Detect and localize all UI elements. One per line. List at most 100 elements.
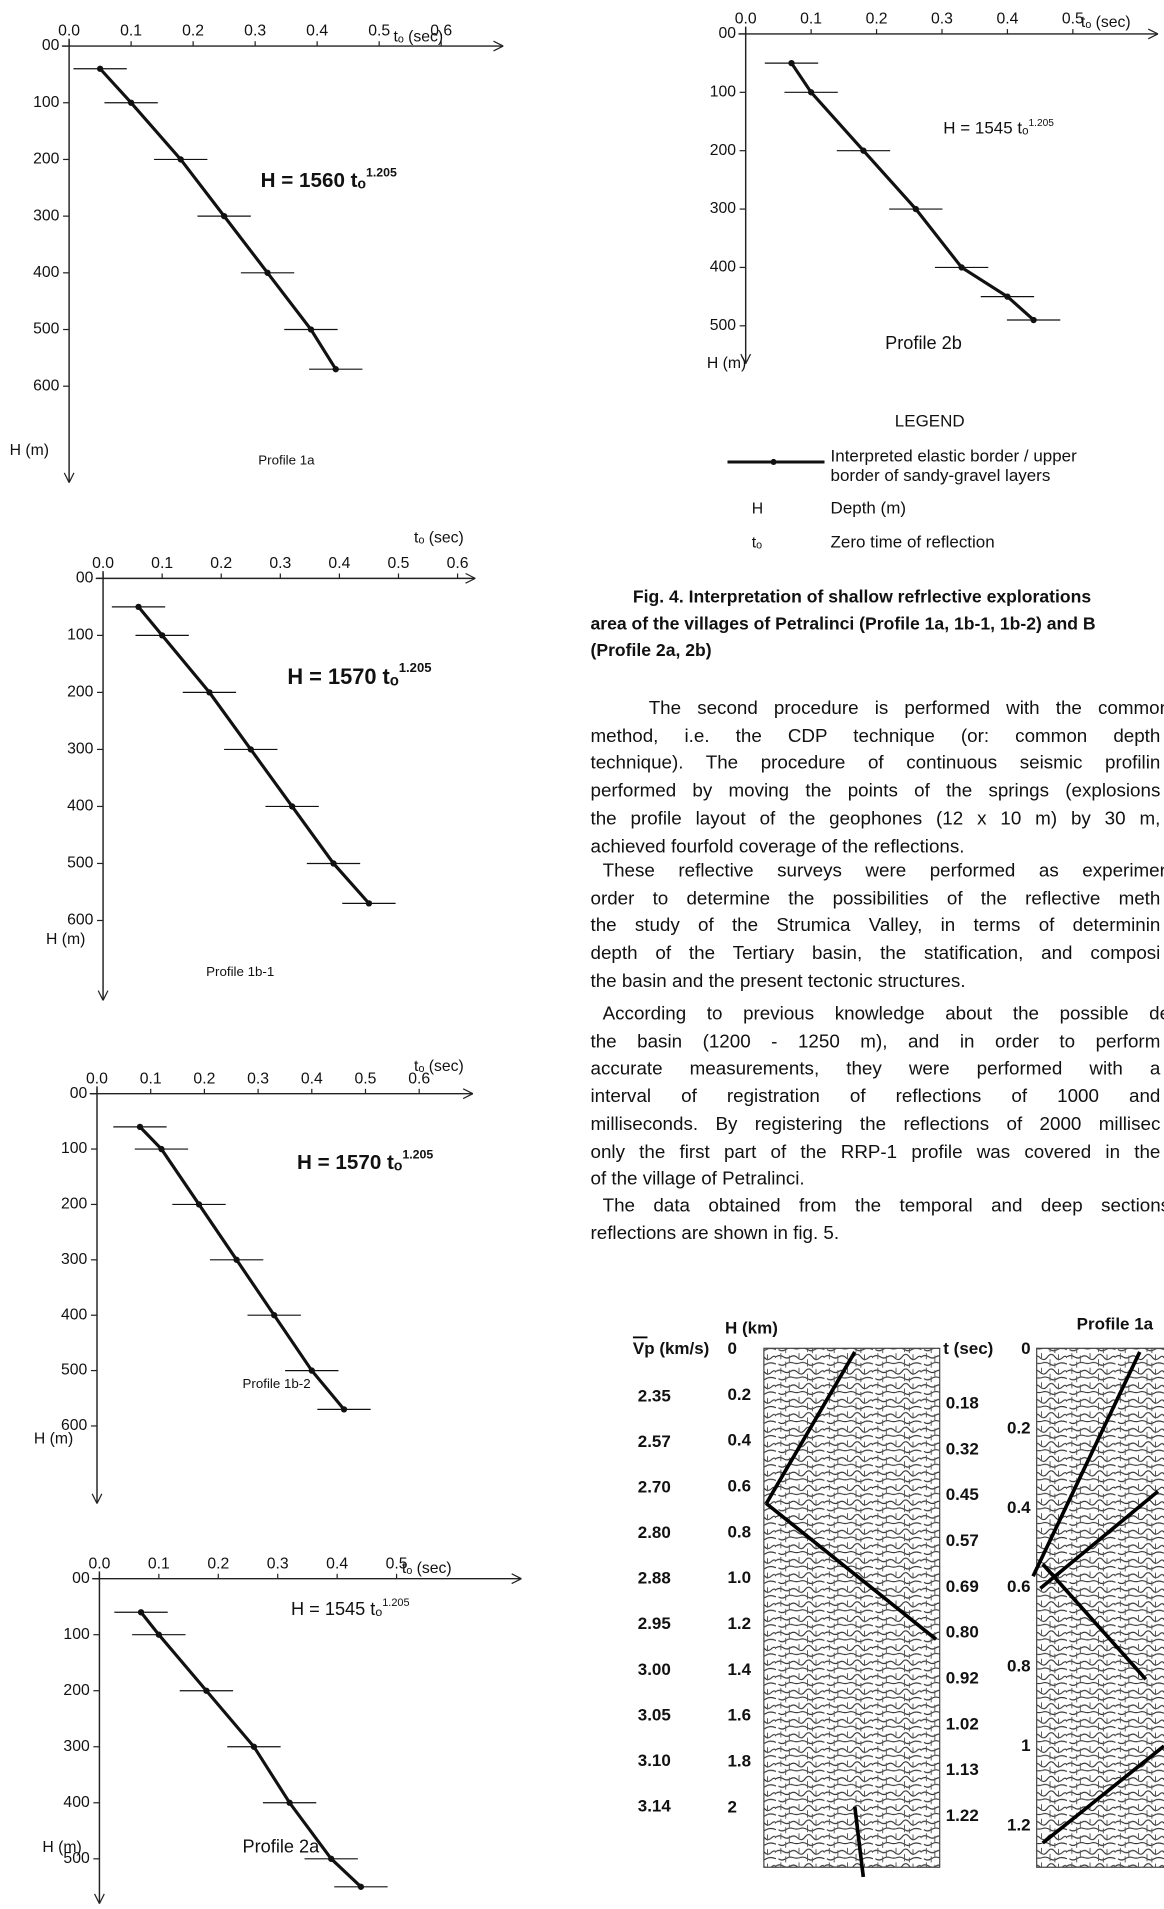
t-value: 0.69 xyxy=(946,1577,979,1596)
formula-exponent: 1.205 xyxy=(1029,118,1055,129)
vp-value: 3.00 xyxy=(638,1660,671,1679)
h-value: 1.2 xyxy=(728,1614,752,1633)
legend-text: Zero time of reflection xyxy=(831,533,995,552)
paragraph-line: reflections are shown in fig. 5. xyxy=(590,1221,839,1249)
vp-label: Vp (km/s) xyxy=(633,1339,709,1358)
formula-text: H = 1545 tₒ xyxy=(943,119,1028,138)
formula-text: H = 1560 tₒ xyxy=(261,169,366,192)
t-value: 0.80 xyxy=(946,1623,979,1642)
y-tick-label: 00 xyxy=(42,37,60,54)
y-axis-label: H (m) xyxy=(34,1430,73,1447)
y-tick-label: 00 xyxy=(72,1570,90,1587)
x-tick-label: 0.4 xyxy=(306,23,328,40)
point xyxy=(248,746,254,752)
formula-text: H = 1570 tₒ xyxy=(297,1151,402,1174)
y-tick-label: 100 xyxy=(33,94,60,111)
t-value: 0.92 xyxy=(946,1669,979,1688)
point xyxy=(233,1257,239,1263)
y-tick-label: 500 xyxy=(33,321,60,338)
x-tick-label: 0.2 xyxy=(866,11,888,28)
y-tick-label: 200 xyxy=(710,142,737,159)
y-tick-label: 200 xyxy=(61,1196,88,1213)
point xyxy=(251,1744,257,1750)
point xyxy=(128,100,134,106)
y-tick-label: 400 xyxy=(710,259,737,276)
x-tick-label: 0.5 xyxy=(388,555,410,572)
x-tick-label: 0.4 xyxy=(326,1555,348,1572)
panel-t-value: 0.8 xyxy=(1007,1657,1031,1676)
x-tick-label: 0.1 xyxy=(800,11,822,28)
y-tick-label: 300 xyxy=(63,1738,90,1755)
paragraph-line: only the first part of the RRP-1 profile… xyxy=(590,1139,1160,1167)
point xyxy=(138,1609,144,1615)
legend-symbol: tₒ xyxy=(752,534,762,551)
paragraph-line: interval of registration of reflections … xyxy=(590,1084,1160,1112)
y-tick-label: 100 xyxy=(710,83,737,100)
paragraph-line: The second procedure is performed with t… xyxy=(649,696,1164,724)
paragraph-line: the profile layout of the geophones (12 … xyxy=(590,806,1160,834)
y-tick-label: 400 xyxy=(61,1306,88,1323)
y-tick-label: 300 xyxy=(67,741,94,758)
y-axis-label: H (m) xyxy=(46,931,85,948)
curve xyxy=(100,69,336,369)
point xyxy=(358,1884,364,1890)
point xyxy=(333,366,339,372)
panel-t-value: 1.2 xyxy=(1007,1816,1031,1835)
vp-value: 2.88 xyxy=(638,1569,671,1588)
point xyxy=(913,206,919,212)
point xyxy=(330,860,336,866)
y-tick-label: 300 xyxy=(61,1251,88,1268)
t-value: 1.02 xyxy=(946,1714,979,1733)
vp-value: 2.57 xyxy=(638,1432,671,1451)
curve xyxy=(791,63,1033,320)
point xyxy=(196,1201,202,1207)
point xyxy=(289,803,295,809)
x-tick-label: 0.3 xyxy=(269,555,291,572)
point xyxy=(221,213,227,219)
y-tick-label: 400 xyxy=(67,798,94,815)
y-tick-label: 200 xyxy=(63,1682,90,1699)
vp-value: 3.10 xyxy=(638,1751,671,1770)
t-value: 1.22 xyxy=(946,1806,979,1825)
panel-t-value: 1 xyxy=(1021,1736,1030,1755)
x-axis-label: tₒ (sec) xyxy=(414,530,464,547)
y-tick-label: 600 xyxy=(33,377,60,394)
profile-label: Profile 2a xyxy=(243,1837,321,1857)
point xyxy=(97,66,103,72)
formula: H = 1570 tₒ1.205 xyxy=(297,1148,433,1174)
x-tick-label: 0.2 xyxy=(193,1070,215,1087)
legend-text: Depth (m) xyxy=(831,499,906,518)
y-axis-label: H (m) xyxy=(707,355,746,372)
formula: H = 1545 tₒ1.205 xyxy=(291,1597,410,1619)
h-value: 1.4 xyxy=(728,1660,752,1679)
h-value: 1.6 xyxy=(728,1706,752,1725)
vp-value: 2.70 xyxy=(638,1477,671,1496)
point xyxy=(264,270,270,276)
y-tick-label: 100 xyxy=(63,1626,90,1643)
x-tick-label: 0.2 xyxy=(207,1555,229,1572)
x-tick-label: 0.0 xyxy=(735,11,757,28)
vp-value: 2.95 xyxy=(638,1614,671,1633)
point xyxy=(958,264,964,270)
paragraph-line: technique). The procedure of continuous … xyxy=(590,751,1160,779)
point xyxy=(156,1632,162,1638)
x-tick-label: 0.3 xyxy=(931,11,953,28)
t-value: 0.18 xyxy=(946,1394,979,1413)
y-tick-label: 400 xyxy=(33,264,60,281)
point xyxy=(309,1367,315,1373)
formula-exponent: 1.205 xyxy=(366,166,397,180)
legend-symbol: H xyxy=(752,500,763,517)
paragraph-line: achieved fourfold coverage of the reflec… xyxy=(590,834,964,862)
point xyxy=(135,604,141,610)
h-label: H (km) xyxy=(725,1318,778,1337)
formula-exponent: 1.205 xyxy=(382,1597,409,1609)
point xyxy=(788,60,794,66)
h-value: 0.8 xyxy=(728,1522,752,1541)
paragraph-line: depth of the Tertiary basin, the statifi… xyxy=(590,941,1160,969)
paragraph-line: order to determine the possibilities of … xyxy=(590,886,1160,914)
paragraph-line: the study of the Strumica Valley, in ter… xyxy=(590,913,1160,941)
point xyxy=(341,1406,347,1412)
t-value: 0.32 xyxy=(946,1439,979,1458)
x-tick-label: 0.5 xyxy=(355,1070,377,1087)
formula-text: H = 1545 tₒ xyxy=(291,1599,382,1619)
